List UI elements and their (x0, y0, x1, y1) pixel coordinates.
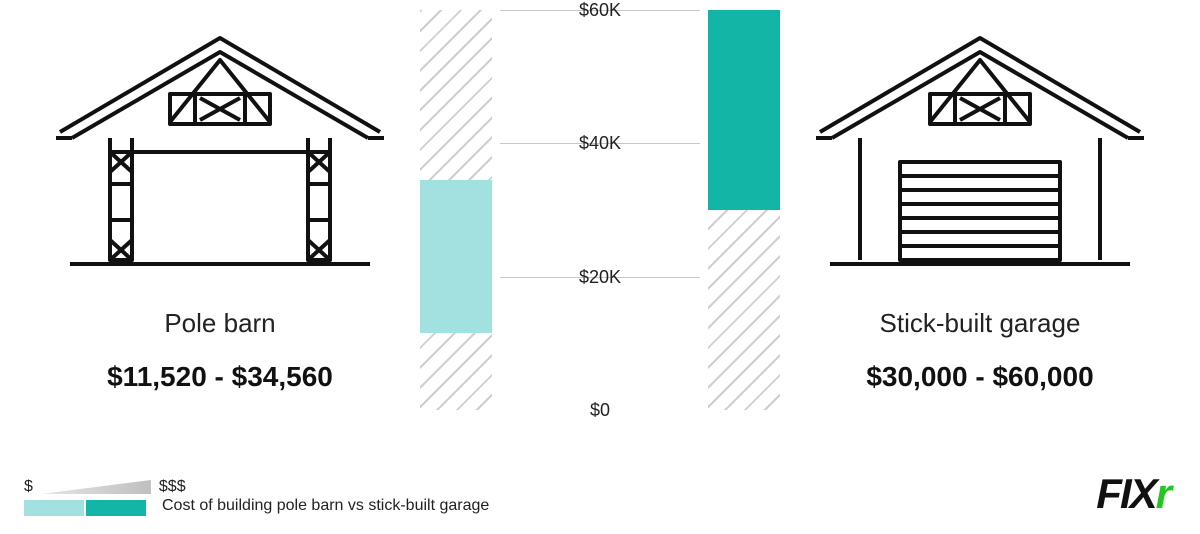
garage-icon (810, 20, 1150, 280)
axis-label-0: $0 (590, 400, 610, 421)
axis-label-20k: $20K (579, 267, 621, 288)
bar-fill-pole-barn (420, 180, 492, 334)
pole-barn-name: Pole barn (164, 308, 275, 339)
legend-swatch-high (86, 500, 146, 516)
pole-barn-panel: Pole barn $11,520 - $34,560 (40, 20, 400, 393)
stick-built-panel: Stick-built garage $30,000 - $60,000 (800, 20, 1160, 393)
logo-text-black: FIX (1096, 470, 1155, 517)
bar-pole-barn (420, 10, 492, 410)
stick-built-name: Stick-built garage (880, 308, 1081, 339)
legend-swatches (24, 500, 146, 516)
legend-low-symbol: $ (24, 478, 33, 496)
axis-label-60k: $60K (579, 0, 621, 21)
bar-stick-built (708, 10, 780, 410)
axis-label-40k: $40K (579, 133, 621, 154)
stick-built-price: $30,000 - $60,000 (866, 361, 1093, 393)
legend-wedge-icon (41, 480, 151, 494)
pole-barn-icon (50, 20, 390, 280)
legend: $ $$$ Cost of building pole barn vs stic… (24, 478, 489, 516)
legend-scale-row: $ $$$ (24, 478, 489, 496)
legend-swatch-row: Cost of building pole barn vs stick-buil… (24, 496, 489, 516)
pole-barn-price: $11,520 - $34,560 (107, 361, 333, 393)
logo-text-green: r (1156, 470, 1170, 517)
cost-range-chart: $60K $40K $20K $0 (420, 10, 780, 440)
legend-high-symbol: $$$ (159, 478, 186, 496)
fixr-logo: FIXr (1096, 470, 1170, 518)
bar-fill-stick-built (708, 10, 780, 210)
legend-swatch-low (24, 500, 84, 516)
legend-caption: Cost of building pole barn vs stick-buil… (162, 497, 489, 515)
